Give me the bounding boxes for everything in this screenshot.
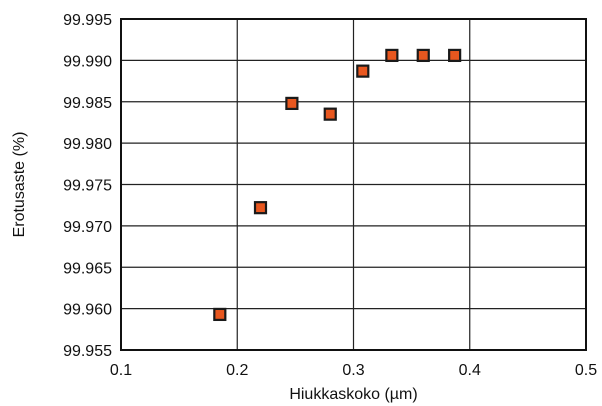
y-tick-label: 99.985	[63, 95, 112, 112]
x-tick-label: 0.3	[342, 362, 364, 379]
y-tick-label: 99.970	[63, 219, 112, 236]
data-point	[213, 307, 227, 322]
data-markers	[213, 48, 462, 322]
x-tick-label: 0.1	[110, 362, 132, 379]
y-axis-title: Erotusaste (%)	[11, 132, 28, 238]
plot-frame	[120, 18, 587, 351]
x-tick-label: 0.2	[226, 362, 248, 379]
y-tick-label: 99.960	[63, 302, 112, 319]
y-tick-label: 99.975	[63, 178, 112, 195]
y-tick-label: 99.990	[63, 53, 112, 70]
data-point	[448, 48, 462, 63]
x-tick-label: 0.5	[575, 362, 597, 379]
data-point	[323, 107, 337, 121]
y-tick-label: 99.965	[63, 260, 112, 277]
x-axis-ticks: 0.1 0.2 0.3 0.4 0.5	[110, 362, 597, 379]
data-point	[385, 48, 399, 63]
data-point	[416, 48, 430, 63]
grid	[121, 19, 586, 350]
data-point	[253, 201, 268, 215]
data-point	[356, 64, 370, 78]
x-axis-title: Hiukkaskoko (µm)	[289, 386, 417, 403]
data-point	[285, 96, 299, 111]
y-tick-label: 99.955	[63, 343, 112, 360]
y-tick-label: 99.980	[63, 136, 112, 153]
y-axis-ticks: 99.955 99.960 99.965 99.970 99.975 99.980 99.9…	[63, 12, 112, 360]
x-tick-label: 0.4	[459, 362, 481, 379]
y-tick-label: 99.995	[63, 12, 112, 29]
